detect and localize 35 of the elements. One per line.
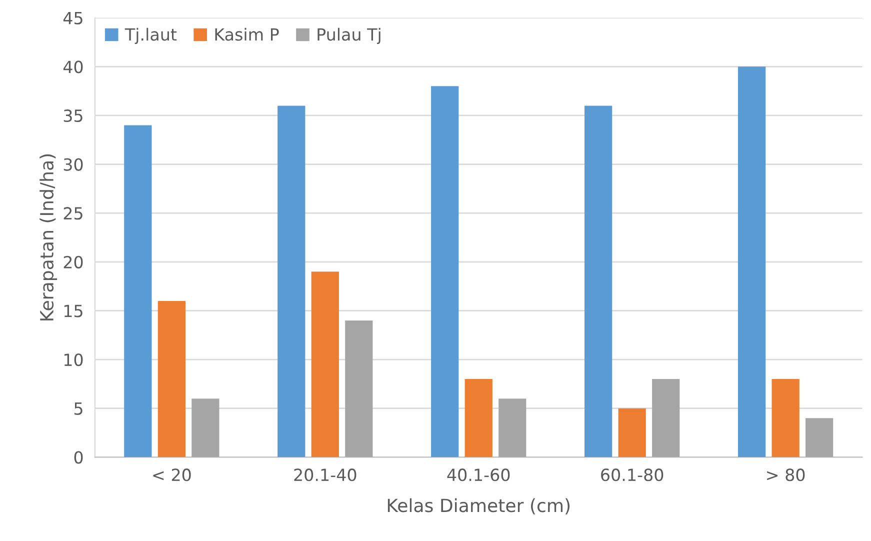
y-tick-label: 0 xyxy=(74,451,83,464)
legend-label: Tj.laut xyxy=(124,28,177,44)
bar xyxy=(738,66,766,458)
bar xyxy=(772,379,800,458)
bar xyxy=(584,106,612,458)
bar xyxy=(124,125,152,458)
x-axis-title: Kelas Diameter (cm) xyxy=(388,498,570,514)
x-tick-label: > 80 xyxy=(767,468,805,482)
y-tick-label: 10 xyxy=(64,353,83,366)
y-tick-label: 40 xyxy=(63,60,83,74)
bar xyxy=(652,379,680,458)
legend-label: Pulau Tj xyxy=(318,28,380,44)
y-tick-label: 20 xyxy=(64,256,83,268)
y-tick-label: 45 xyxy=(63,12,82,24)
bar xyxy=(345,320,373,458)
bar xyxy=(618,408,646,458)
y-axis-title: Kerapatan (Ind/ha) xyxy=(40,154,58,320)
bar xyxy=(464,379,492,458)
bar xyxy=(278,106,306,458)
y-tick-label: 30 xyxy=(64,158,83,171)
bar xyxy=(192,398,220,458)
bar xyxy=(431,86,459,458)
x-tick-label: 20.1-40 xyxy=(294,468,356,482)
y-tick-label: 35 xyxy=(64,109,82,122)
x-tick-label: 40.1-60 xyxy=(447,468,510,482)
x-tick-label: 60.1-80 xyxy=(601,468,664,482)
bar xyxy=(158,300,186,458)
y-tick-label: 15 xyxy=(64,304,82,318)
y-tick-label: 25 xyxy=(64,207,82,220)
bar xyxy=(806,418,834,458)
x-tick-label: < 20 xyxy=(153,468,191,482)
legend-label: Kasim P xyxy=(215,28,279,41)
bar xyxy=(311,272,339,458)
y-tick-label: 5 xyxy=(74,402,82,415)
bar xyxy=(498,398,526,458)
